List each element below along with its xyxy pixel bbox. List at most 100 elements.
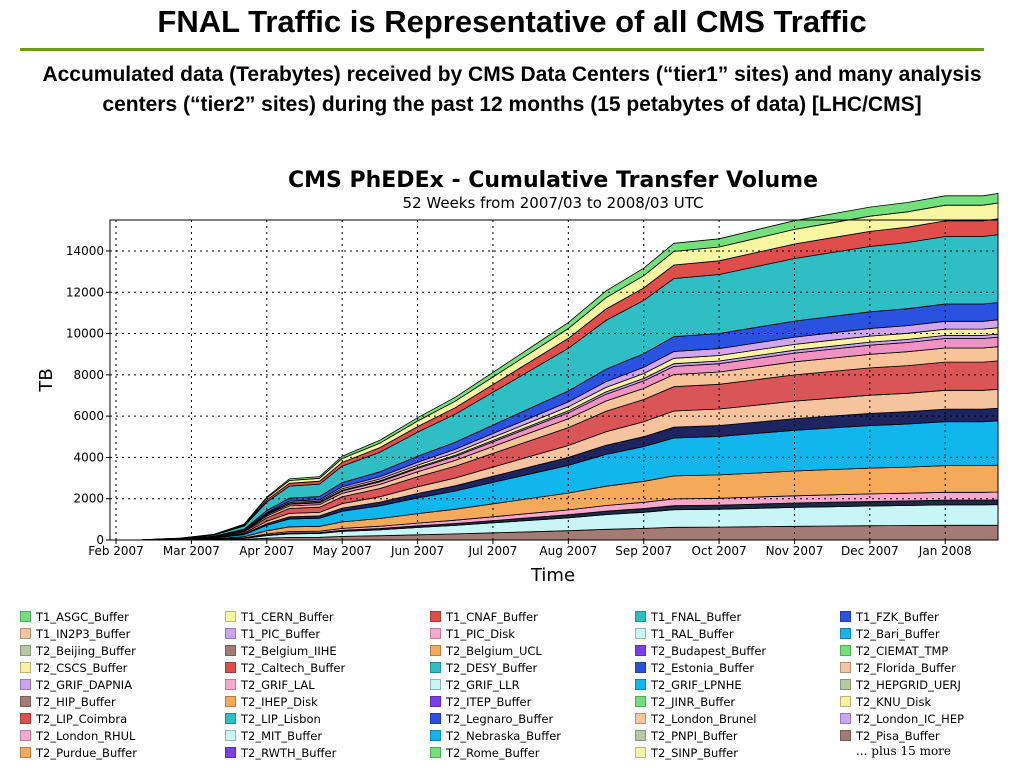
- legend-item: T2_Legnaro_Buffer: [430, 710, 635, 727]
- legend-label: T2_Budapest_Buffer: [651, 643, 767, 658]
- legend-swatch: [20, 628, 31, 639]
- y-tick-label: 14000: [66, 244, 104, 258]
- legend-label: T2_Nebraska_Buffer: [446, 728, 561, 743]
- y-tick-label: 4000: [73, 450, 104, 464]
- legend-label: T2_CIEMAT_TMP: [856, 643, 949, 658]
- legend-label: T2_Caltech_Buffer: [241, 660, 346, 675]
- y-tick-label: 12000: [66, 285, 104, 299]
- x-tick-label: Nov 2007: [766, 544, 824, 558]
- title-divider: [20, 48, 984, 51]
- legend-swatch: [20, 696, 31, 707]
- legend-item: T1_IN2P3_Buffer: [20, 625, 225, 642]
- y-axis-label: TB: [36, 368, 57, 392]
- legend-swatch: [635, 645, 646, 656]
- legend-swatch: [840, 696, 851, 707]
- legend-item: T2_Purdue_Buffer: [20, 744, 225, 761]
- legend-swatch: [225, 611, 236, 622]
- x-tick-label: Feb 2007: [88, 544, 144, 558]
- legend-item: T2_LIP_Coimbra: [20, 710, 225, 727]
- legend-label: T2_SINP_Buffer: [651, 745, 738, 760]
- legend-swatch: [430, 730, 441, 741]
- legend-item: T2_KNU_Disk: [840, 693, 1020, 710]
- legend-label: T2_LIP_Coimbra: [36, 711, 128, 726]
- legend-item: T2_London_RHUL: [20, 727, 225, 744]
- slide-title: FNAL Traffic is Representative of all CM…: [157, 4, 867, 39]
- legend-label: T2_Estonia_Buffer: [651, 660, 755, 675]
- legend-label: T2_Belgium_UCL: [446, 643, 542, 658]
- legend-label: T2_GRIF_LPNHE: [651, 677, 742, 692]
- legend-swatch: [225, 628, 236, 639]
- legend-swatch: [635, 662, 646, 673]
- legend-label: T2_HIP_Buffer: [36, 694, 116, 709]
- legend-swatch: [635, 611, 646, 622]
- legend-swatch: [430, 611, 441, 622]
- legend-swatch: [430, 628, 441, 639]
- legend-item: T1_FNAL_Buffer: [635, 608, 840, 625]
- legend-item: T2_Estonia_Buffer: [635, 659, 840, 676]
- legend-label: T1_FNAL_Buffer: [651, 609, 742, 624]
- legend-item: T1_CNAF_Buffer: [430, 608, 635, 625]
- legend-swatch: [840, 679, 851, 690]
- legend-label: T1_CNAF_Buffer: [446, 609, 538, 624]
- chart-subtitle: 52 Weeks from 2007/03 to 2008/03 UTC: [403, 194, 704, 212]
- x-tick-label: Jun 2007: [390, 544, 444, 558]
- legend-label: T2_PNPI_Buffer: [651, 728, 738, 743]
- legend-item: T1_PIC_Buffer: [225, 625, 430, 642]
- legend-item: T2_Nebraska_Buffer: [430, 727, 635, 744]
- legend-label: T2_Belgium_IIHE: [241, 643, 337, 658]
- grid: [110, 220, 998, 540]
- legend-label: T1_IN2P3_Buffer: [36, 626, 131, 641]
- legend-label: T2_GRIF_DAPNIA: [36, 677, 133, 692]
- plot-frame: [109, 219, 999, 541]
- legend-label: T1_PIC_Buffer: [241, 626, 321, 641]
- legend-label: T2_Florida_Buffer: [856, 660, 956, 675]
- legend-swatch: [225, 679, 236, 690]
- legend-swatch: [635, 747, 646, 758]
- y-axis-ticks: 0 2000 4000 6000 8000 10000 12000 14000: [66, 244, 110, 547]
- legend-swatch: [840, 730, 851, 741]
- y-tick-label: 10000: [66, 327, 104, 341]
- legend-label: T2_ITEP_Buffer: [446, 694, 532, 709]
- legend-swatch: [430, 747, 441, 758]
- legend-item: T2_Budapest_Buffer: [635, 642, 840, 659]
- x-tick-label: Jan 2008: [918, 544, 972, 558]
- legend-label: T1_RAL_Buffer: [651, 626, 734, 641]
- legend-swatch: [840, 713, 851, 724]
- legend-label: T2_Rome_Buffer: [446, 745, 540, 760]
- legend-label: T2_HEPGRID_UERJ: [856, 677, 961, 692]
- legend-item: T1_CERN_Buffer: [225, 608, 430, 625]
- chart-legend: T1_ASGC_Buffer T1_CERN_Buffer T1_CNAF_Buff…: [20, 608, 1020, 764]
- legend-swatch: [635, 696, 646, 707]
- legend-swatch: [225, 747, 236, 758]
- legend-item: T2_Florida_Buffer: [840, 659, 1020, 676]
- x-tick-label: Mar 2007: [163, 544, 220, 558]
- legend-swatch: [430, 645, 441, 656]
- legend-label: T2_Purdue_Buffer: [36, 745, 137, 760]
- legend-label: T2_London_Brunel: [651, 711, 757, 726]
- legend-item: T2_Bari_Buffer: [840, 625, 1020, 642]
- legend-item: T2_CSCS_Buffer: [20, 659, 225, 676]
- x-tick-label: May 2007: [313, 544, 372, 558]
- legend-item: T1_PIC_Disk: [430, 625, 635, 642]
- legend-label: T2_KNU_Disk: [856, 694, 932, 709]
- legend-item: T2_GRIF_LPNHE: [635, 676, 840, 693]
- legend-swatch: [430, 696, 441, 707]
- legend-swatch: [225, 696, 236, 707]
- legend-label: T2_Legnaro_Buffer: [446, 711, 554, 726]
- legend-swatch: [225, 713, 236, 724]
- y-tick-label: 6000: [73, 409, 104, 423]
- legend-swatch: [840, 628, 851, 639]
- legend-label: T2_DESY_Buffer: [446, 660, 538, 675]
- legend-item: T2_MIT_Buffer: [225, 727, 430, 744]
- legend-swatch: [20, 730, 31, 741]
- legend-label: T2_GRIF_LAL: [241, 677, 315, 692]
- legend-item: T2_HIP_Buffer: [20, 693, 225, 710]
- legend-swatch: [20, 645, 31, 656]
- legend-item: T1_ASGC_Buffer: [20, 608, 225, 625]
- legend-label: T2_London_IC_HEP: [856, 711, 965, 726]
- legend-swatch: [635, 730, 646, 741]
- legend-swatch: [20, 679, 31, 690]
- legend-swatch: [20, 662, 31, 673]
- cumulative-transfer-chart: 0 2000 4000 6000 8000 10000 12000 14000 Feb 200…: [36, 168, 999, 586]
- legend-label: T2_CSCS_Buffer: [36, 660, 128, 675]
